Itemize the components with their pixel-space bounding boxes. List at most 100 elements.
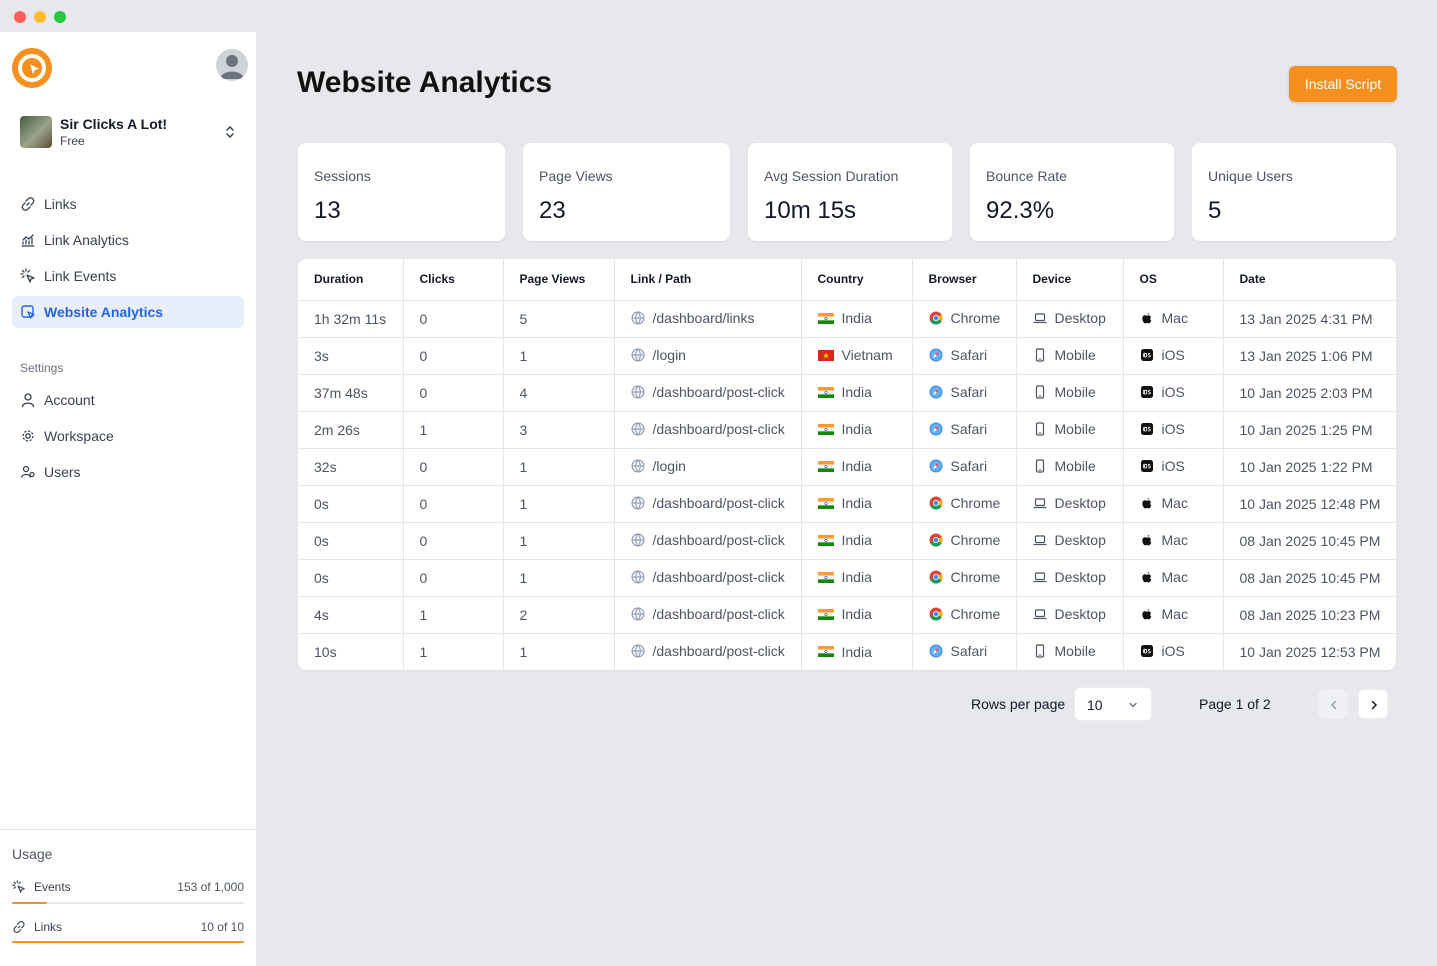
table-row[interactable]: 32s 0 1/login India Safari Mobile iOS 10 Jan 20… bbox=[298, 448, 1396, 486]
workspace-avatar bbox=[20, 116, 52, 148]
user-avatar[interactable] bbox=[216, 49, 248, 81]
column-header-duration[interactable]: Duration bbox=[298, 259, 404, 301]
stat-value: 92.3% bbox=[986, 197, 1055, 224]
cell-link-path: /dashboard/links bbox=[614, 300, 802, 338]
browser-value: Chrome bbox=[950, 568, 1001, 585]
column-header-browser[interactable]: Browser bbox=[912, 259, 1017, 301]
usage-events-progress-fill bbox=[12, 902, 48, 904]
cell-os: Mac bbox=[1123, 522, 1224, 560]
column-header-os[interactable]: OS bbox=[1123, 259, 1224, 301]
sidebar-item-website-analytics[interactable]: Website Analytics bbox=[12, 296, 244, 328]
table-row[interactable]: 3s 0 1/login Vietnam Safari Mobile iOS 13 Jan 2… bbox=[298, 337, 1396, 375]
browser-value: Safari bbox=[950, 642, 988, 659]
mobile-phone-icon bbox=[1035, 347, 1044, 362]
link-icon bbox=[21, 197, 35, 211]
chrome-icon bbox=[929, 496, 942, 509]
sidebar-item-account[interactable]: Account bbox=[12, 384, 244, 416]
os-value: Mac bbox=[1161, 309, 1188, 326]
ios-icon bbox=[1140, 459, 1153, 472]
browser-value: Safari bbox=[950, 457, 988, 474]
chrome-icon bbox=[929, 570, 942, 583]
settings-heading: Settings bbox=[20, 361, 64, 375]
cell-os: Mac bbox=[1123, 559, 1224, 597]
table-row[interactable]: 1h 32m 11s 0 5/dashboard/links India Chrome D… bbox=[298, 300, 1396, 338]
column-header-date[interactable]: Date bbox=[1223, 259, 1396, 301]
cell-duration: 32s bbox=[298, 448, 404, 486]
minimize-window-button[interactable] bbox=[34, 11, 46, 23]
table-row[interactable]: 0s 0 1/dashboard/post-click India Chrome Desk… bbox=[298, 485, 1396, 523]
device-value: Mobile bbox=[1054, 420, 1096, 437]
rows-per-page-select[interactable]: 10 bbox=[1074, 687, 1152, 721]
sidebar-item-links[interactable]: Links bbox=[12, 188, 244, 220]
pointer-click-icon bbox=[20, 268, 35, 283]
cell-date: 10 Jan 2025 12:53 PM bbox=[1223, 633, 1396, 670]
table-row[interactable]: 4s 1 2/dashboard/post-click India Chrome Desk… bbox=[298, 596, 1396, 634]
next-page-button[interactable] bbox=[1358, 689, 1388, 719]
cell-browser: Safari bbox=[912, 633, 1017, 670]
stat-card-page-views: Page Views 23 bbox=[523, 143, 730, 241]
table-row[interactable]: 0s 0 1/dashboard/post-click India Chrome Desk… bbox=[298, 522, 1396, 560]
flag-india-icon bbox=[817, 423, 834, 435]
sidebar-item-label: Workspace bbox=[44, 428, 114, 444]
cell-page-views: 4 bbox=[503, 374, 615, 412]
app-logo-icon[interactable] bbox=[12, 48, 52, 88]
country-value: India bbox=[841, 532, 872, 549]
sidebar-item-link-analytics[interactable]: Link Analytics bbox=[12, 224, 244, 256]
website-analytics-icon bbox=[21, 305, 35, 319]
cell-device: Desktop bbox=[1016, 522, 1124, 560]
cell-duration: 10s bbox=[298, 633, 404, 670]
globe-icon bbox=[631, 385, 644, 398]
duration-value: 10s bbox=[314, 643, 337, 660]
column-header-page-views[interactable]: Page Views bbox=[503, 259, 615, 301]
clicks-value: 0 bbox=[419, 310, 428, 327]
column-header-country[interactable]: Country bbox=[801, 259, 913, 301]
path-value: /dashboard/post-click bbox=[652, 568, 785, 585]
stat-card-sessions: Sessions 13 bbox=[298, 143, 505, 241]
ios-icon bbox=[1140, 422, 1153, 435]
previous-page-button[interactable] bbox=[1318, 689, 1348, 719]
laptop-icon bbox=[1032, 497, 1047, 508]
sidebar-item-link-events[interactable]: Link Events bbox=[12, 260, 244, 292]
flag-vietnam-icon bbox=[817, 349, 834, 361]
close-window-button[interactable] bbox=[14, 11, 26, 23]
cell-page-views: 3 bbox=[503, 411, 615, 449]
table-row[interactable]: 10s 1 1/dashboard/post-click India Safari Mob… bbox=[298, 633, 1396, 670]
stat-label: Sessions bbox=[314, 168, 371, 184]
safari-icon bbox=[929, 422, 942, 435]
sidebar-item-label: Account bbox=[44, 392, 95, 408]
maximize-window-button[interactable] bbox=[54, 11, 66, 23]
sidebar-item-workspace[interactable]: Workspace bbox=[12, 420, 244, 452]
cell-duration: 0s bbox=[298, 522, 404, 560]
os-value: Mac bbox=[1161, 605, 1188, 622]
cell-os: iOS bbox=[1123, 337, 1224, 375]
cell-os: Mac bbox=[1123, 596, 1224, 634]
chrome-icon bbox=[929, 607, 942, 620]
cell-country: India bbox=[801, 411, 913, 449]
table-row[interactable]: 0s 0 1/dashboard/post-click India Chrome Desk… bbox=[298, 559, 1396, 597]
clicks-value: 0 bbox=[419, 347, 428, 364]
table-row[interactable]: 37m 48s 0 4/dashboard/post-click India Safar… bbox=[298, 374, 1396, 412]
cell-device: Mobile bbox=[1016, 411, 1124, 449]
cell-browser: Safari bbox=[912, 448, 1017, 486]
cell-duration: 2m 26s bbox=[298, 411, 404, 449]
workspace-plan: Free bbox=[60, 134, 85, 148]
globe-icon bbox=[631, 496, 644, 509]
usage-label: Links bbox=[34, 920, 63, 934]
install-script-button[interactable]: Install Script bbox=[1289, 66, 1397, 102]
column-header-device[interactable]: Device bbox=[1016, 259, 1124, 301]
os-value: Mac bbox=[1161, 531, 1188, 548]
safari-icon bbox=[929, 348, 942, 361]
column-header-link-path[interactable]: Link / Path bbox=[614, 259, 802, 301]
workspace-switcher[interactable]: Sir Clicks A Lot! Free bbox=[20, 116, 242, 148]
globe-icon bbox=[631, 422, 644, 435]
path-value: /login bbox=[652, 457, 686, 474]
sidebar-item-users[interactable]: Users bbox=[12, 456, 244, 488]
cell-page-views: 1 bbox=[503, 522, 615, 560]
table-row[interactable]: 2m 26s 1 3/dashboard/post-click India Safari… bbox=[298, 411, 1396, 449]
column-header-clicks[interactable]: Clicks bbox=[403, 259, 504, 301]
cell-country: India bbox=[801, 374, 913, 412]
date-value: 10 Jan 2025 1:22 PM bbox=[1239, 458, 1373, 475]
cell-browser: Chrome bbox=[912, 485, 1017, 523]
flag-india-icon bbox=[817, 571, 834, 583]
browser-value: Chrome bbox=[950, 531, 1001, 548]
